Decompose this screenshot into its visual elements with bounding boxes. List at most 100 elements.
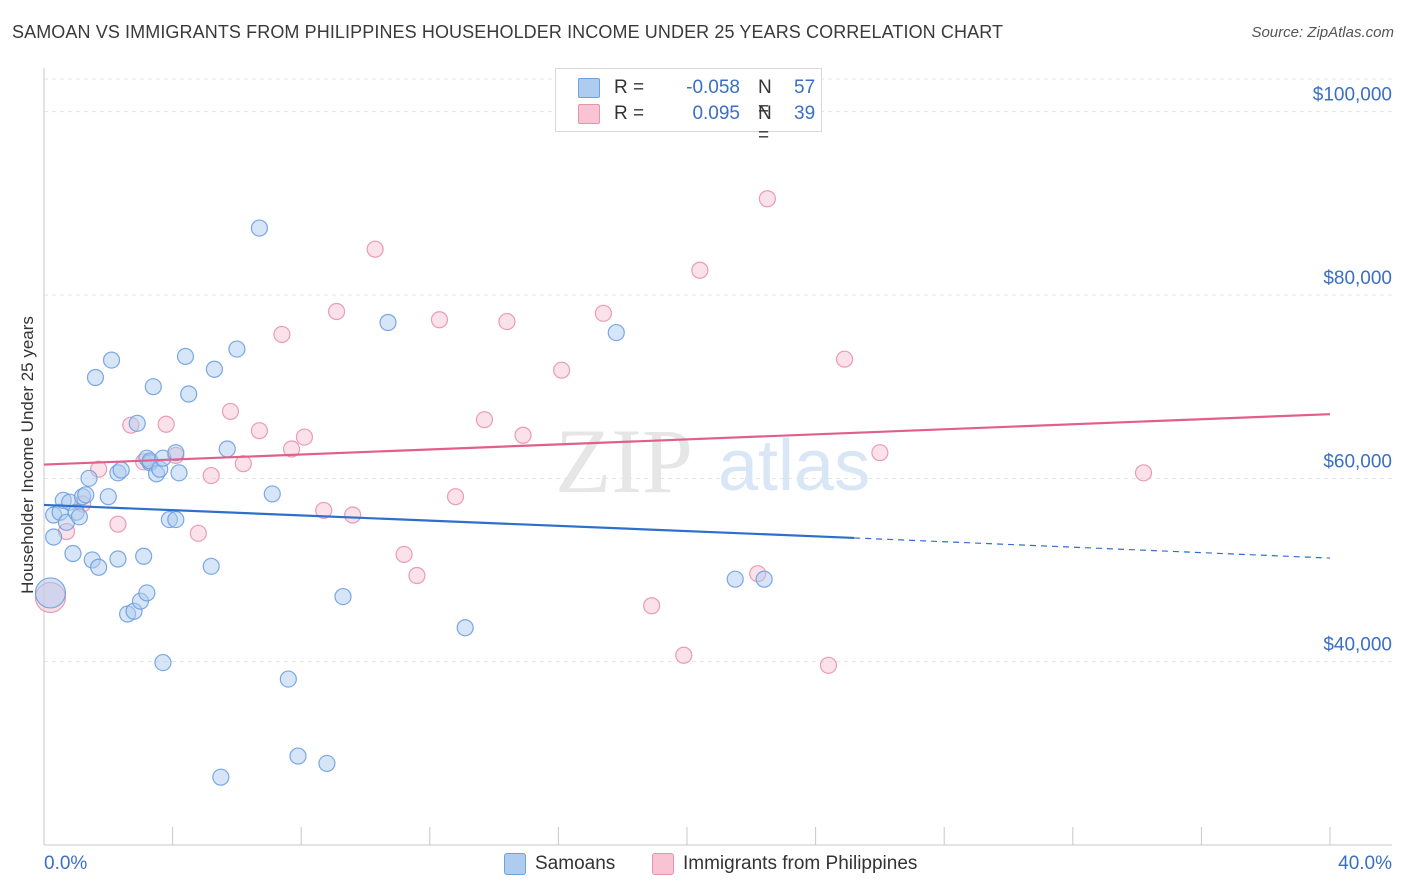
philippines-point bbox=[344, 506, 362, 524]
samoans-legend-label: Samoans bbox=[535, 853, 616, 874]
samoans-point bbox=[144, 378, 162, 396]
samoans-trend-extension bbox=[854, 537, 1331, 559]
samoans-point bbox=[102, 351, 121, 369]
philippines-point bbox=[498, 312, 516, 331]
philippines-point bbox=[109, 515, 127, 533]
samoans-point bbox=[86, 368, 105, 387]
samoans-point bbox=[228, 340, 246, 358]
watermark: ZIP atlas bbox=[555, 410, 870, 512]
philippines-point bbox=[835, 350, 854, 368]
n-label: N = bbox=[758, 103, 772, 146]
y-tick-label: $60,000 bbox=[1323, 451, 1392, 472]
philippines-point bbox=[871, 444, 889, 462]
philippines-point bbox=[250, 422, 269, 440]
samoans-legend-swatch bbox=[504, 853, 526, 875]
x-tick-label-max: 40.0% bbox=[1338, 853, 1392, 874]
samoans-point bbox=[128, 414, 146, 432]
y-tick-label: $80,000 bbox=[1323, 268, 1392, 289]
x-tick-label-min: 0.0% bbox=[44, 853, 87, 874]
samoans-point bbox=[135, 547, 153, 565]
samoans-point bbox=[202, 557, 220, 575]
philippines-point bbox=[553, 361, 571, 379]
samoans-point bbox=[138, 584, 156, 602]
samoans-point bbox=[64, 544, 82, 563]
samoans-point bbox=[607, 323, 625, 342]
n-label: N = bbox=[758, 77, 772, 120]
r-value: 0.095 bbox=[692, 103, 740, 124]
samoans-point bbox=[154, 653, 172, 672]
samoans-point bbox=[80, 469, 98, 487]
philippines-point bbox=[234, 455, 252, 473]
watermark-atlas: atlas bbox=[718, 426, 870, 506]
samoans-point bbox=[205, 360, 223, 378]
philippines-point bbox=[691, 261, 709, 279]
philippines-point bbox=[315, 501, 333, 520]
samoans-point bbox=[318, 754, 336, 773]
r-label: R = bbox=[614, 103, 645, 124]
samoans-point bbox=[456, 619, 474, 637]
samoans-point bbox=[176, 347, 195, 366]
philippines-point bbox=[295, 428, 314, 446]
samoans-swatch bbox=[578, 78, 600, 98]
philippines-point bbox=[408, 566, 426, 585]
samoans-point bbox=[334, 587, 352, 606]
n-value: 39 bbox=[794, 103, 816, 124]
chart-title: SAMOAN VS IMMIGRANTS FROM PHILIPPINES HO… bbox=[12, 22, 1004, 42]
philippines-point bbox=[475, 411, 494, 429]
n-value: 57 bbox=[794, 77, 816, 98]
samoans-point bbox=[70, 508, 88, 526]
samoans-point bbox=[250, 219, 269, 237]
samoans-point bbox=[109, 550, 127, 568]
philippines-point bbox=[327, 302, 346, 321]
philippines-point bbox=[395, 545, 413, 564]
series-layer bbox=[34, 190, 1331, 786]
philippines-point bbox=[819, 656, 838, 674]
r-label: R = bbox=[614, 77, 645, 98]
samoans-point bbox=[170, 464, 188, 482]
philippines-point bbox=[758, 190, 776, 208]
philippines-legend-swatch bbox=[652, 853, 674, 875]
philippines-point bbox=[189, 524, 207, 542]
samoans-point bbox=[112, 461, 130, 479]
samoans-point bbox=[45, 528, 63, 546]
philippines-point bbox=[366, 240, 384, 258]
philippines-point bbox=[430, 311, 449, 329]
philippines-point bbox=[643, 597, 661, 615]
philippines-point bbox=[514, 426, 532, 444]
samoans-point bbox=[99, 488, 117, 506]
philippines-point bbox=[282, 440, 301, 458]
y-tick-label: $100,000 bbox=[1313, 85, 1392, 106]
samoans-point bbox=[34, 577, 67, 609]
philippines-point bbox=[675, 646, 693, 664]
philippines-trend-line bbox=[43, 413, 1331, 466]
samoans-point bbox=[167, 510, 185, 529]
samoans-point bbox=[289, 747, 307, 765]
philippines-point bbox=[446, 488, 465, 506]
philippines-swatch bbox=[578, 104, 600, 124]
r-value: -0.058 bbox=[686, 77, 740, 98]
grid-lines bbox=[44, 78, 1392, 663]
samoans-point bbox=[379, 313, 397, 332]
samoans-trend-line bbox=[43, 503, 855, 540]
philippines-legend-label: Immigrants from Philippines bbox=[683, 853, 918, 874]
axes bbox=[43, 68, 1392, 846]
samoans-point bbox=[279, 670, 297, 688]
watermark-zip: ZIP bbox=[555, 410, 693, 512]
samoans-point bbox=[755, 570, 773, 588]
philippines-point bbox=[273, 325, 291, 344]
samoans-point bbox=[212, 768, 230, 786]
stats-legend: R = -0.058 N = 57 R = 0.095 N = 39 bbox=[555, 68, 822, 146]
philippines-point bbox=[221, 402, 240, 421]
series-samoans bbox=[34, 219, 773, 786]
samoans-point bbox=[77, 486, 95, 504]
y-axis-label: Householder Income Under 25 years bbox=[18, 316, 37, 594]
samoans-point bbox=[90, 558, 108, 576]
samoans-point bbox=[167, 444, 185, 462]
y-tick-labels: $40,000 $60,000 $80,000 $100,000 bbox=[1313, 85, 1392, 656]
samoans-point bbox=[180, 385, 198, 403]
philippines-point bbox=[202, 466, 220, 485]
source-label: Source: ZipAtlas.com bbox=[1251, 24, 1394, 41]
y-tick-label: $40,000 bbox=[1323, 635, 1392, 656]
philippines-point bbox=[1134, 464, 1153, 482]
